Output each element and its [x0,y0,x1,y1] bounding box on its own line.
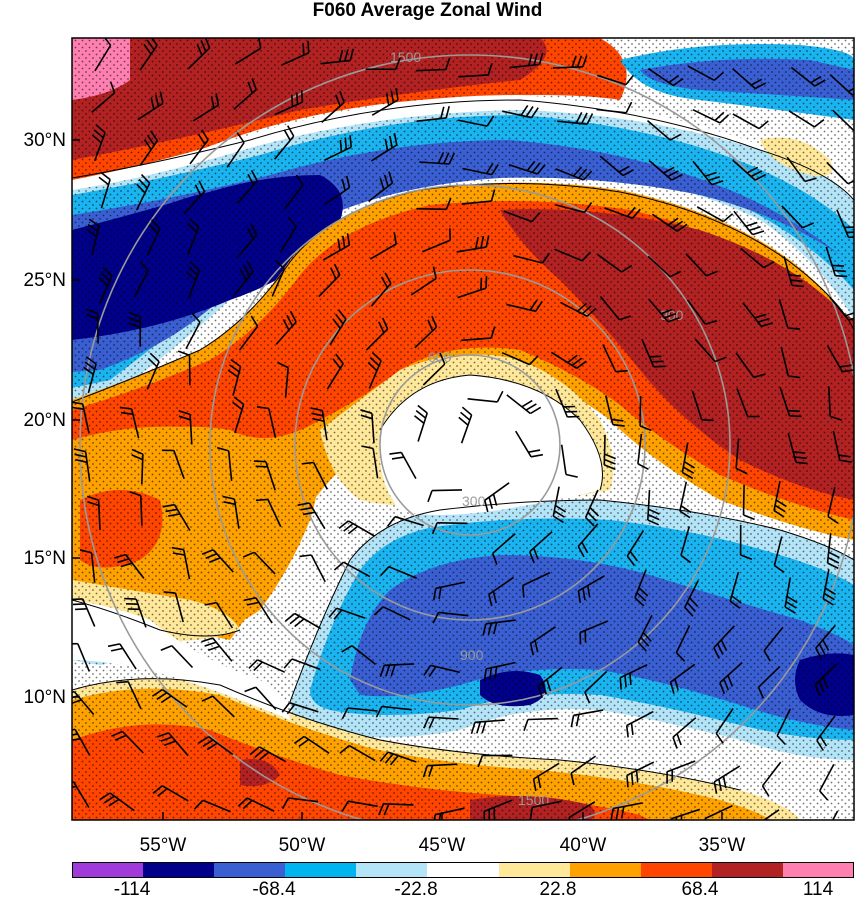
wind-barb [528,719,558,720]
wind-barb-flag [832,265,844,266]
wind-barb-flag [75,609,87,610]
wind-barb-flag [702,420,714,421]
wind-barb-flag [788,328,800,329]
wind-barb [416,209,446,210]
wind-barb-flag [835,276,847,277]
wind-barb-flag [829,828,837,837]
wind-barb-flag [292,95,293,107]
wind-barb-flag [297,93,298,105]
colorbar-label-neg22: -22.8 [376,879,456,901]
wind-barb-flag [303,43,304,55]
wind-barb-flag [256,499,268,500]
wind-barb-flag [523,586,524,598]
wind-barb-flag [616,371,628,372]
wind-barb-flag [124,599,136,600]
wind-barb [437,523,467,524]
wind-barb [640,396,641,426]
wind-barb-flag [254,461,266,462]
colorbar-label-22: 22.8 [518,879,598,901]
wind-barb-flag [824,838,832,847]
lon-label-40w: 40°W [543,835,623,857]
ring-label-300: 300 [462,493,486,509]
lat-label-30n: 30°N [6,130,66,152]
wind-barb-flag [676,817,677,829]
ring-label-600: 600 [428,349,452,365]
wind-barb-flag [302,90,303,102]
wind-barb-flag [308,41,309,53]
wind-barb [432,490,462,491]
wind-barb-flag [637,771,638,783]
wind-barb-flag [652,361,664,362]
wind-barb-flag [340,140,341,152]
wind-barb-flag [649,356,661,357]
wind-barb-flag [73,604,85,605]
wind-barb-flag [481,278,482,290]
colorbar-label-neg68: -68.4 [234,879,314,901]
lat-label-25n: 25°N [6,270,66,292]
wind-barb-flag [630,673,631,685]
wind-barb-flag [681,815,682,827]
wind-barb-flag [620,678,621,690]
wind-field: 300 600 900 900 1500 1500 [62,35,855,846]
wind-barb-flag [256,466,268,467]
lat-label-15n: 15°N [6,548,66,570]
ring-label-1500b: 1500 [518,792,549,808]
lon-label-35w: 35°W [682,835,762,857]
wind-barb [744,485,745,515]
wind-barb-flag [632,773,633,785]
wind-barb-flag [116,682,128,683]
lon-label-45w: 45°W [402,835,482,857]
wind-barb-flag [654,366,666,367]
ring-label-1500: 1500 [390,49,421,65]
wind-barb-flag [345,138,346,150]
wind-barb [553,67,583,68]
lon-label-50w: 50°W [262,835,342,857]
wind-barb-flag [627,775,628,787]
lat-label-10n: 10°N [6,687,66,709]
wind-barb-flag [350,135,351,147]
wind-barb-flag [826,833,834,842]
colorbar-label-114: 114 [778,879,855,901]
wind-barb-flag [788,411,800,412]
colorbar-label-neg114: -114 [92,879,172,901]
wind-barb [141,496,142,526]
lon-label-55w: 55°W [123,835,203,857]
wind-barb-flag [625,675,626,687]
colorbar [72,862,854,878]
colorbar-label-68: 68.4 [660,879,740,901]
wind-barb-flag [790,416,802,417]
wind-barb-flag [834,271,846,272]
wind-barb-flag [486,276,487,288]
ring-label-900: 900 [460,647,484,663]
lat-label-20n: 20°N [6,410,66,432]
